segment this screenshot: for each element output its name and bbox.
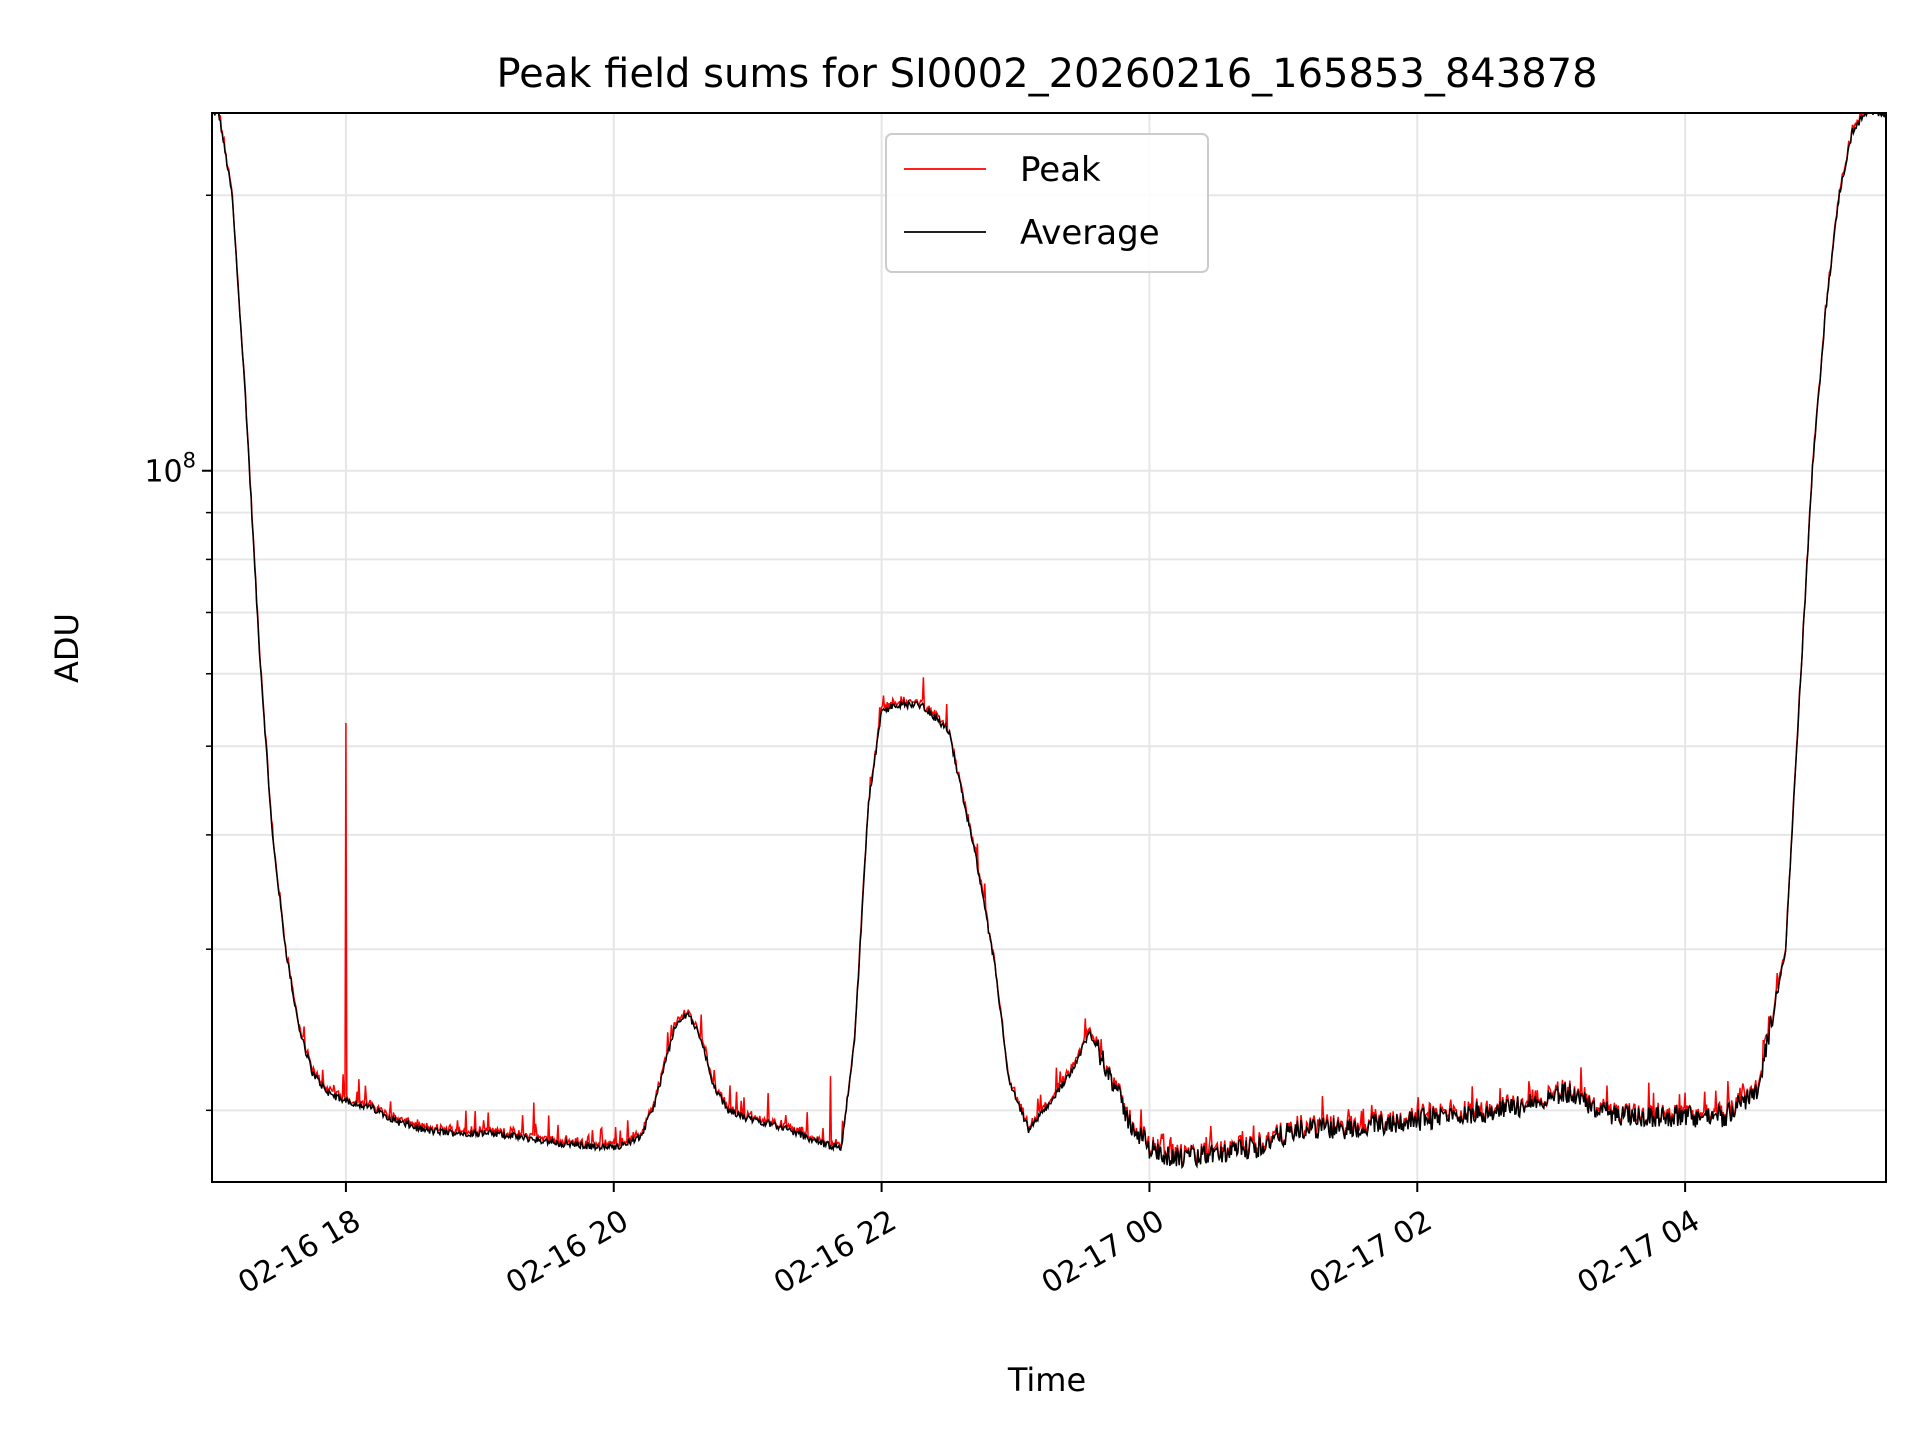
data-lines [213, 113, 1886, 1170]
series-line-average [213, 113, 1886, 1170]
grid [212, 113, 1886, 1182]
x-tick-label: 02-17 02 [1304, 1203, 1438, 1301]
y-tick-label: 108 [144, 449, 196, 490]
legend-average-label: Average [1020, 213, 1160, 253]
x-tick-label: 02-16 20 [500, 1203, 634, 1301]
x-ticks: 02-16 18 02-16 20 02-16 22 02-17 00 02-17 02… [232, 1182, 1706, 1301]
x-tick-label: 02-16 22 [768, 1203, 902, 1301]
y-ticks: 108 [144, 194, 212, 1112]
x-tick-label: 02-17 04 [1572, 1203, 1706, 1301]
y-axis-label: ADU [48, 613, 86, 683]
x-tick-label: 02-17 00 [1036, 1203, 1170, 1301]
plot-frame [211, 112, 1887, 1183]
x-tick-label: 02-16 18 [232, 1203, 366, 1301]
legend-peak-label: Peak [1020, 150, 1101, 190]
chart-title: Peak field sums for SI0002_20260216_1658… [496, 51, 1597, 97]
legend: Peak Average [885, 133, 1209, 273]
x-axis-label: Time [1007, 1361, 1086, 1399]
